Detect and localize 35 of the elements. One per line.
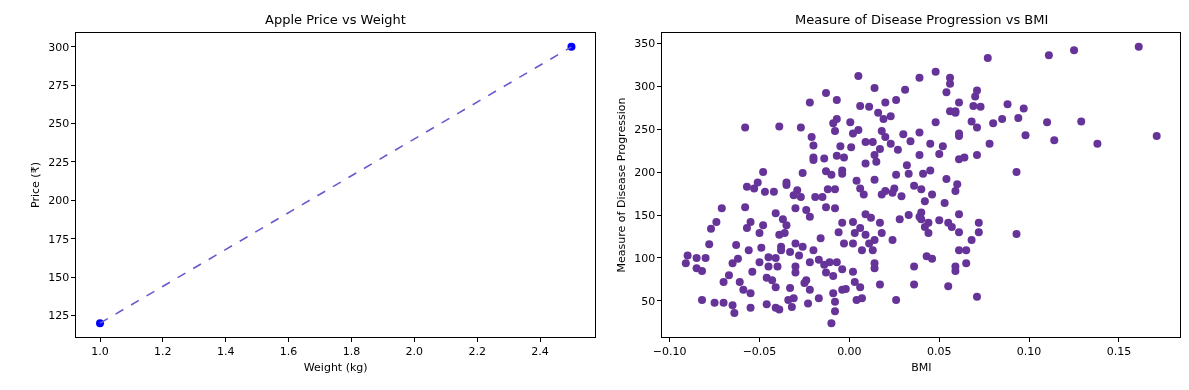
x-tick-label: 1.6 bbox=[279, 345, 298, 359]
y-tick-label: 350 bbox=[634, 37, 656, 51]
y-axis-title: Measure of Disease Progression bbox=[614, 97, 628, 273]
y-tick-label: 200 bbox=[634, 165, 656, 179]
x-tick-label: 1.2 bbox=[154, 345, 172, 359]
x-axis-title: Weight (kg) bbox=[303, 361, 368, 375]
x-tick-label: 0.05 bbox=[927, 345, 952, 359]
x-tick-label: −0.05 bbox=[742, 345, 777, 359]
y-tick-label: 275 bbox=[48, 79, 70, 93]
y-tick-label: 250 bbox=[634, 123, 656, 137]
x-tick-label: 2.4 bbox=[531, 345, 549, 359]
x-tick-label: −0.10 bbox=[652, 345, 687, 359]
y-tick-label: 150 bbox=[48, 270, 70, 284]
y-tick-label: 100 bbox=[634, 251, 656, 265]
x-tick-label: 0.00 bbox=[837, 345, 862, 359]
x-tick-label: 1.0 bbox=[91, 345, 109, 359]
x-tick-label: 2.0 bbox=[405, 345, 424, 359]
y-tick-label: 200 bbox=[48, 194, 70, 208]
y-axis-title: Price (₹) bbox=[28, 162, 42, 208]
chart-title: Measure of Disease Progression vs BMI bbox=[795, 12, 1049, 27]
y-tick-label: 150 bbox=[634, 208, 656, 222]
y-tick-label: 250 bbox=[48, 117, 70, 131]
y-tick-label: 50 bbox=[641, 294, 656, 308]
x-tick-label: 0.15 bbox=[1106, 345, 1132, 359]
y-tick-label: 125 bbox=[48, 309, 70, 323]
y-tick-label: 300 bbox=[634, 80, 656, 94]
x-tick-label: 2.2 bbox=[468, 345, 486, 359]
x-tick-label: 0.10 bbox=[1016, 345, 1042, 359]
x-axis-title: BMI bbox=[911, 361, 932, 375]
x-tick-label: 1.8 bbox=[342, 345, 361, 359]
y-tick-label: 300 bbox=[48, 40, 70, 54]
chart-title: Apple Price vs Weight bbox=[265, 12, 406, 27]
y-tick-label: 225 bbox=[48, 155, 70, 169]
y-tick-label: 175 bbox=[48, 232, 70, 246]
x-tick-label: 1.4 bbox=[216, 345, 235, 359]
